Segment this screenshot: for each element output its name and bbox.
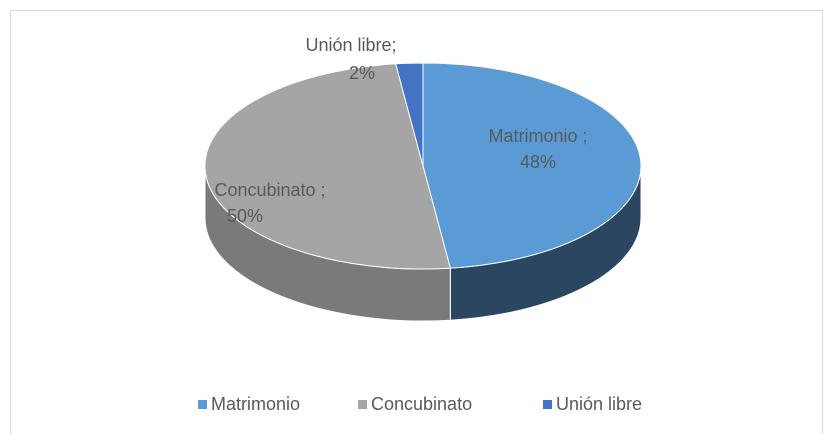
slice xyxy=(422,62,642,269)
slice xyxy=(395,62,424,167)
slice xyxy=(204,63,451,270)
data-label-name: Concubinato ; xyxy=(214,180,325,200)
legend-swatch xyxy=(358,400,367,409)
data-label-name: Matrimonio ; xyxy=(488,126,587,146)
data-label-value: 50% xyxy=(227,206,263,226)
legend-label: Unión libre xyxy=(556,394,642,414)
data-label-name: Unión libre; xyxy=(305,35,396,55)
legend-label: Matrimonio xyxy=(211,394,300,414)
legend-swatch xyxy=(543,400,552,409)
legend-swatch xyxy=(198,400,207,409)
data-label-value: 2% xyxy=(349,63,375,83)
data-label-value: 48% xyxy=(520,152,556,172)
legend-label: Concubinato xyxy=(371,394,472,414)
